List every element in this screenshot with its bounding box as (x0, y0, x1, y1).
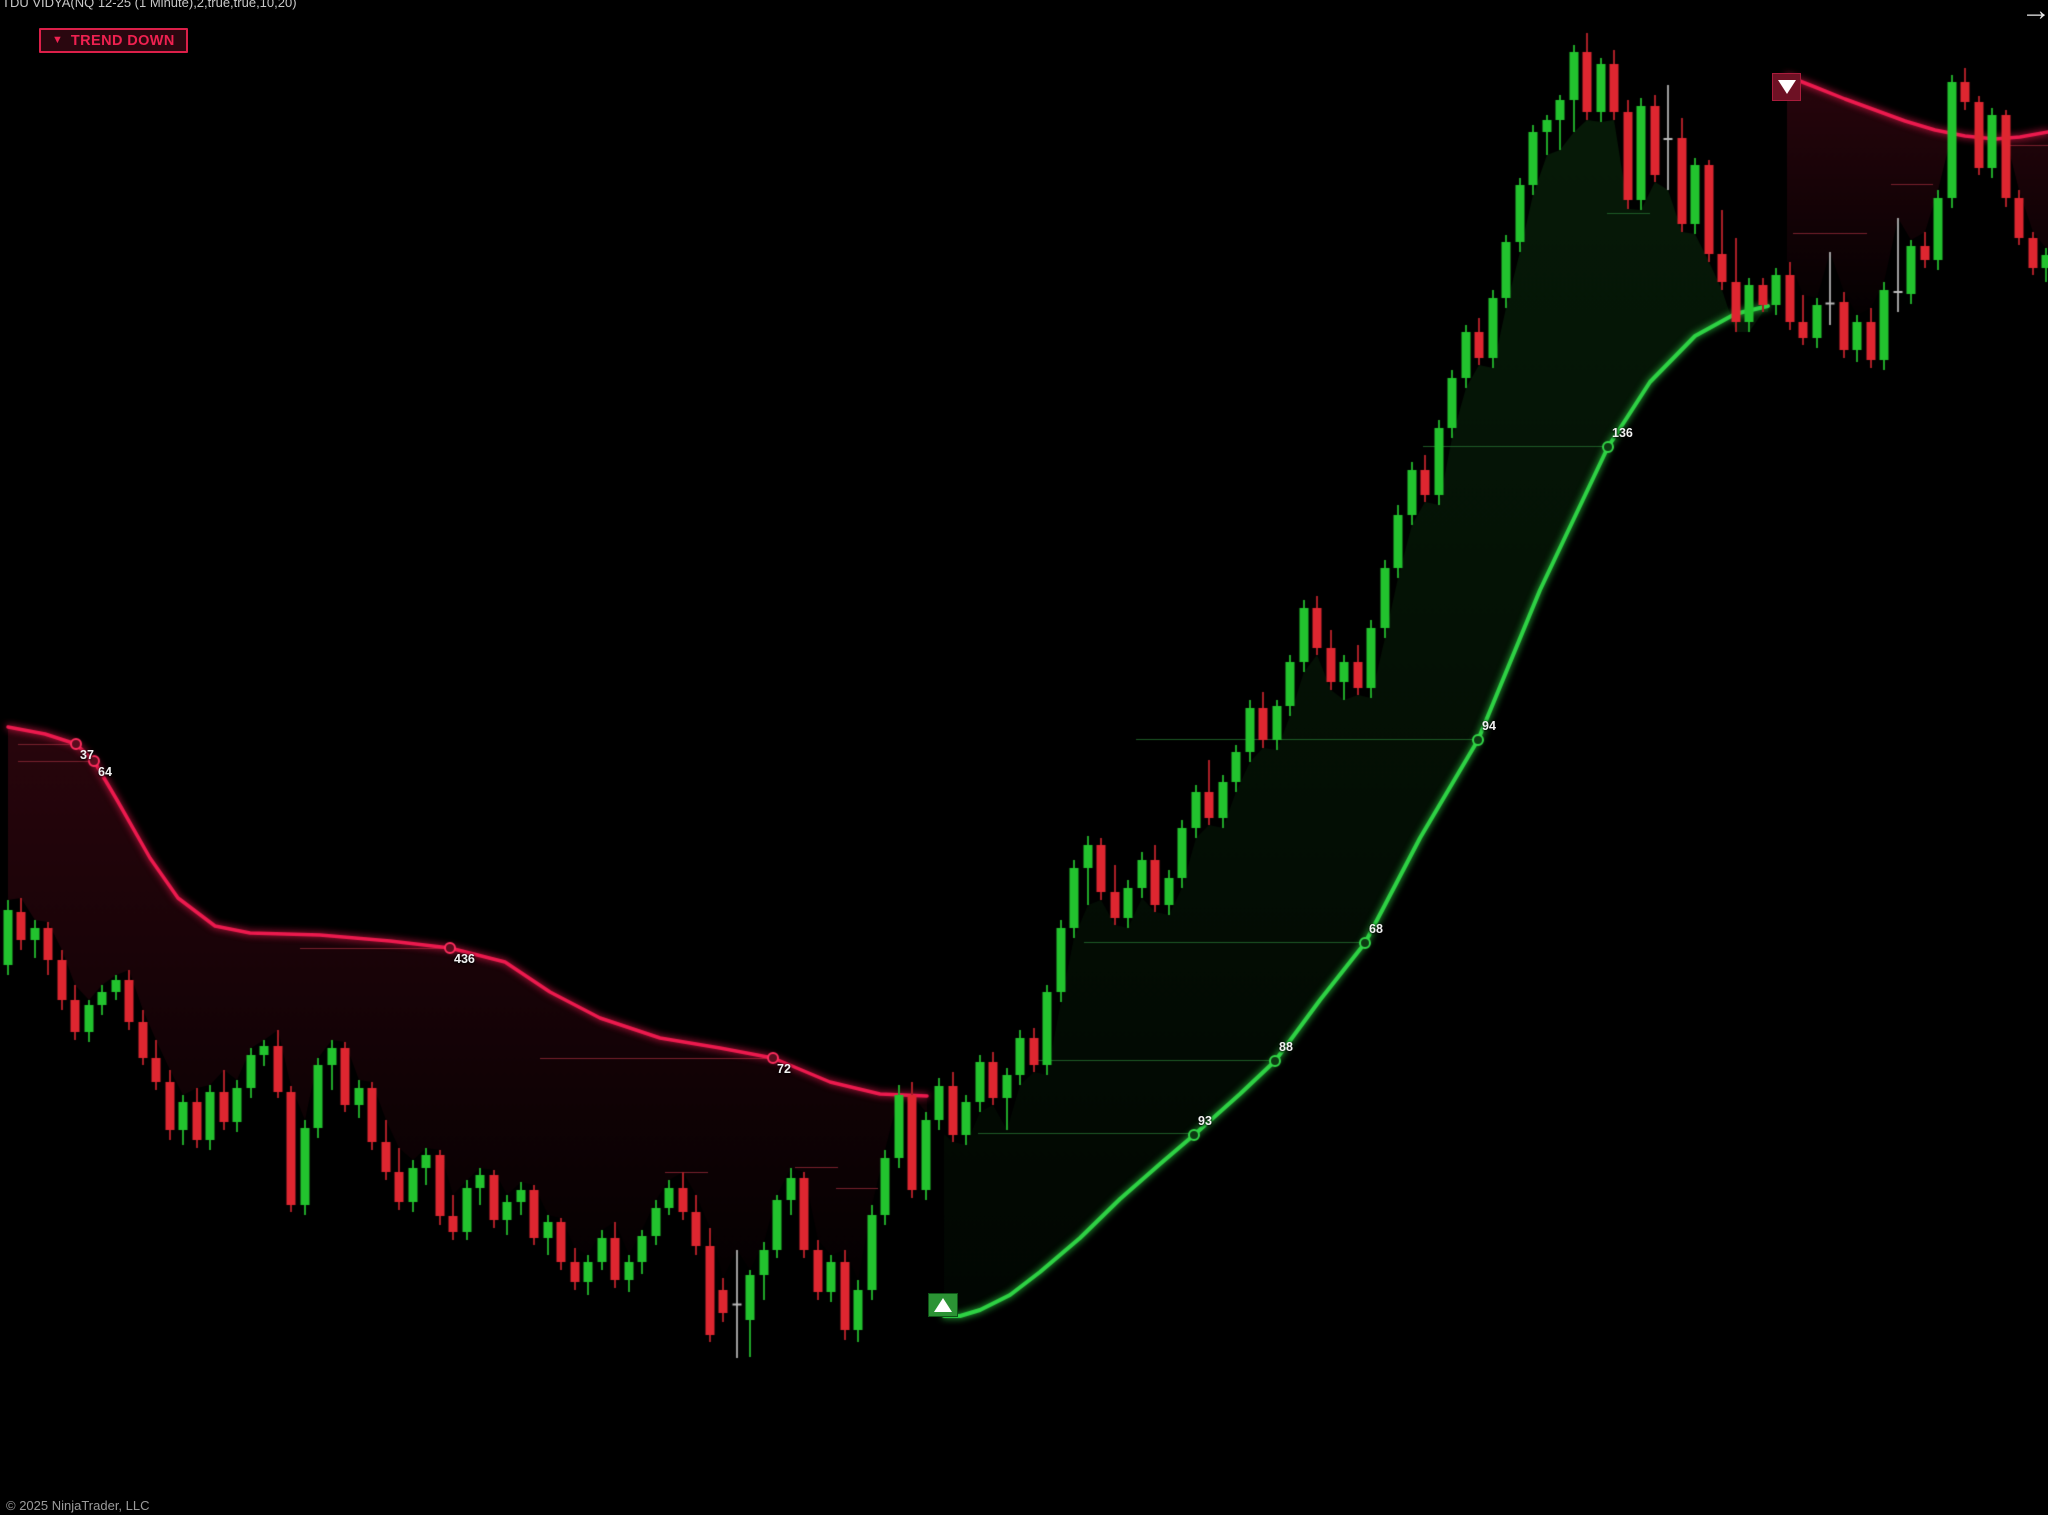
down-trend-marker-label: 436 (454, 952, 475, 966)
trend-up-signal-marker (928, 1293, 958, 1317)
copyright-notice: © 2025 NinjaTrader, LLC (6, 1498, 150, 1513)
indicator-title: TDU VIDYA(NQ 12-25 (1 Minute),2,true,tru… (2, 0, 297, 10)
down-trend-marker-label: 37 (80, 748, 94, 762)
up-trend-marker-label: 93 (1198, 1114, 1212, 1128)
up-triangle-icon (934, 1298, 952, 1312)
up-trend-marker-label: 68 (1369, 922, 1383, 936)
trend-status-label: TREND DOWN (70, 32, 175, 49)
up-trend-marker-label: 94 (1482, 719, 1496, 733)
down-trend-marker-label: 72 (777, 1062, 791, 1076)
up-trend-marker-label: 88 (1279, 1040, 1293, 1054)
trend-down-arrow-icon: ▼ (52, 34, 63, 46)
down-trend-marker-label: 64 (98, 765, 112, 779)
down-triangle-icon (1777, 80, 1796, 94)
up-trend-marker-label: 136 (1612, 426, 1633, 440)
trend-status-badge: ▼ TREND DOWN (39, 28, 188, 53)
scroll-to-latest-icon[interactable]: → (2021, 0, 2048, 27)
trend-down-signal-marker (1772, 73, 1801, 101)
